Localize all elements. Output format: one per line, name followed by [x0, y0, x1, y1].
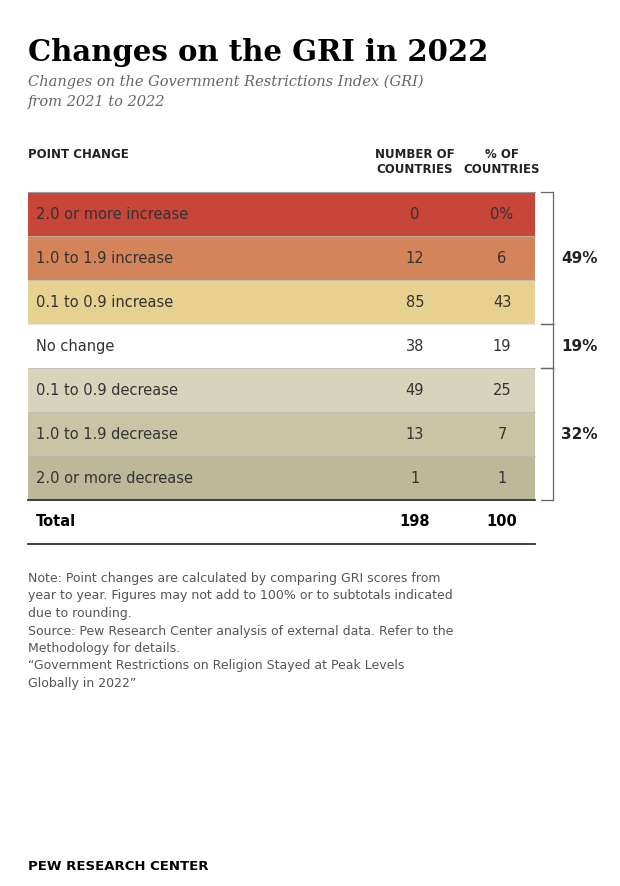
Text: Note: Point changes are calculated by comparing GRI scores from
year to year. Fi: Note: Point changes are calculated by co… — [28, 572, 453, 690]
Text: 13: 13 — [406, 426, 424, 441]
Text: 49: 49 — [405, 383, 424, 398]
Text: 1: 1 — [410, 470, 420, 486]
Text: 49%: 49% — [561, 251, 598, 266]
Text: 2.0 or more increase: 2.0 or more increase — [36, 206, 188, 222]
Text: 2.0 or more decrease: 2.0 or more decrease — [36, 470, 193, 486]
Text: NUMBER OF
COUNTRIES: NUMBER OF COUNTRIES — [375, 148, 455, 176]
Text: 0.1 to 0.9 increase: 0.1 to 0.9 increase — [36, 294, 173, 309]
Text: 1.0 to 1.9 increase: 1.0 to 1.9 increase — [36, 251, 173, 266]
Text: 0: 0 — [410, 206, 420, 222]
Text: 85: 85 — [405, 294, 424, 309]
Text: 32%: 32% — [561, 426, 598, 441]
Text: 7: 7 — [497, 426, 507, 441]
Text: Changes on the GRI in 2022: Changes on the GRI in 2022 — [28, 38, 489, 67]
Text: 1.0 to 1.9 decrease: 1.0 to 1.9 decrease — [36, 426, 178, 441]
Text: 198: 198 — [400, 515, 430, 530]
Text: % OF
COUNTRIES: % OF COUNTRIES — [464, 148, 540, 176]
Bar — [28, 412, 535, 456]
Text: 1: 1 — [497, 470, 507, 486]
Text: 100: 100 — [487, 515, 517, 530]
Text: No change: No change — [36, 338, 114, 354]
Text: 19: 19 — [493, 338, 512, 354]
Text: 12: 12 — [405, 251, 424, 266]
Text: 6: 6 — [497, 251, 507, 266]
Text: 43: 43 — [493, 294, 511, 309]
Text: PEW RESEARCH CENTER: PEW RESEARCH CENTER — [28, 860, 208, 873]
Bar — [28, 192, 535, 236]
Text: 0.1 to 0.9 decrease: 0.1 to 0.9 decrease — [36, 383, 178, 398]
Text: Total: Total — [36, 515, 76, 530]
Bar — [28, 456, 535, 500]
Bar — [28, 368, 535, 412]
Text: 25: 25 — [493, 383, 512, 398]
Text: Changes on the Government Restrictions Index (GRI)
from 2021 to 2022: Changes on the Government Restrictions I… — [28, 75, 423, 109]
Text: 19%: 19% — [561, 338, 598, 354]
Text: 0%: 0% — [490, 206, 513, 222]
Text: POINT CHANGE: POINT CHANGE — [28, 148, 129, 161]
Bar — [28, 280, 535, 324]
Text: 38: 38 — [406, 338, 424, 354]
Bar — [28, 236, 535, 280]
